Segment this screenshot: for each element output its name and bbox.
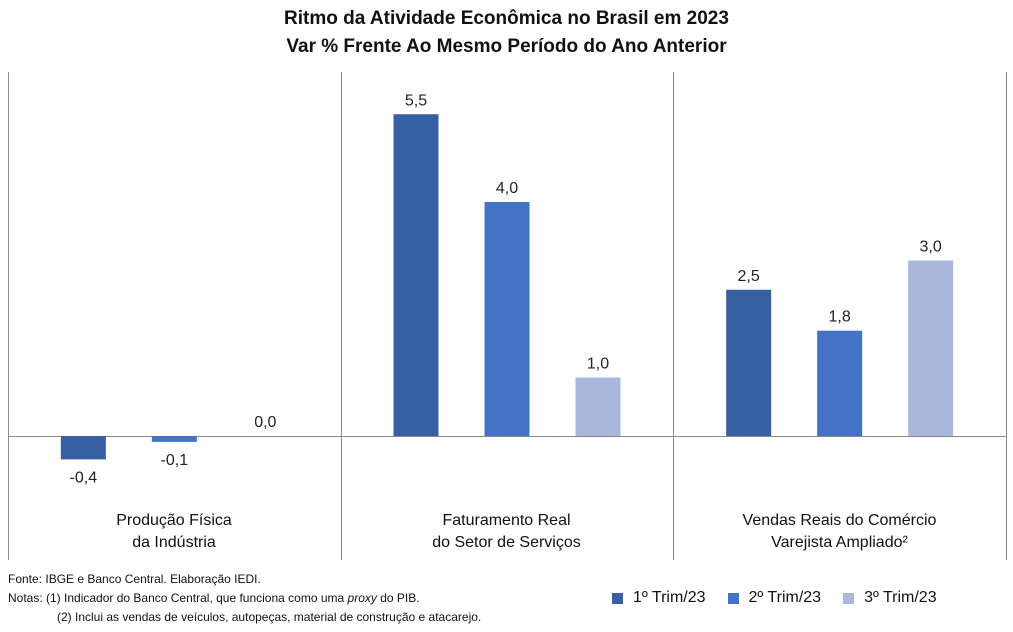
footnote-1: Notas: (1) Indicador do Banco Central, q… [8, 589, 420, 608]
legend-item-q3: 3º Trim/23 [843, 589, 937, 607]
data-label: 4,0 [496, 180, 518, 197]
data-label: 0,0 [254, 414, 276, 431]
footnote-1-suffix: do PIB. [376, 591, 420, 605]
bar-3 [908, 260, 954, 436]
legend-item-q2: 2º Trim/23 [727, 589, 822, 607]
chart-title: Ritmo da Atividade Econômica no Brasil e… [284, 8, 729, 29]
footnote-2: (2) Inclui as vendas de veículos, autope… [57, 610, 482, 624]
bar-1 [60, 436, 106, 460]
category-label-line: do Setor de Serviços [432, 534, 581, 551]
category-label-line: Produção Física [116, 512, 232, 529]
category-label-line: Vendas Reais do Comércio [742, 512, 937, 529]
data-label: 1,8 [829, 309, 851, 326]
category-label-comercio: Vendas Reais do Comércio Varejista Ampli… [673, 510, 1006, 554]
bar-2 [151, 436, 197, 442]
bar-1 [726, 289, 772, 436]
legend-swatch [727, 592, 739, 604]
footnote-1-prefix: Notas: (1) Indicador do Banco Central, q… [8, 591, 348, 605]
legend-swatch [843, 592, 855, 604]
category-label-industria: Produção Física da Indústria [8, 510, 340, 554]
legend-label: 1º Trim/23 [633, 589, 706, 606]
bar-2 [484, 202, 530, 436]
bar-3 [575, 377, 621, 436]
category-label-line: Faturamento Real [442, 512, 571, 529]
data-label: -0,1 [161, 452, 189, 469]
footnote-1-italic: proxy [347, 591, 377, 605]
bar-2 [817, 330, 863, 436]
chart-subtitle: Var % Frente Ao Mesmo Período do Ano Ant… [286, 36, 727, 57]
legend-swatch [612, 592, 623, 604]
data-label: 2,5 [738, 268, 760, 285]
category-label-line: da Indústria [132, 534, 216, 551]
data-label: -0,4 [70, 469, 98, 486]
bar-1 [393, 114, 439, 436]
category-label-servicos: Faturamento Real do Setor de Serviços [340, 510, 673, 554]
data-label: 1,0 [587, 356, 609, 373]
category-label-line: Varejista Ampliado² [771, 534, 908, 551]
legend-label: 2º Trim/23 [748, 589, 822, 606]
chart-legend: 1º Trim/23 2º Trim/23 3º Trim/23 [612, 589, 937, 607]
source-note: Fonte: IBGE e Banco Central. Elaboração … [8, 572, 261, 586]
legend-label: 3º Trim/23 [864, 589, 937, 606]
data-label: 3,0 [920, 239, 942, 256]
legend-item-q1: 1º Trim/23 [612, 589, 706, 607]
data-label: 5,5 [405, 92, 427, 109]
